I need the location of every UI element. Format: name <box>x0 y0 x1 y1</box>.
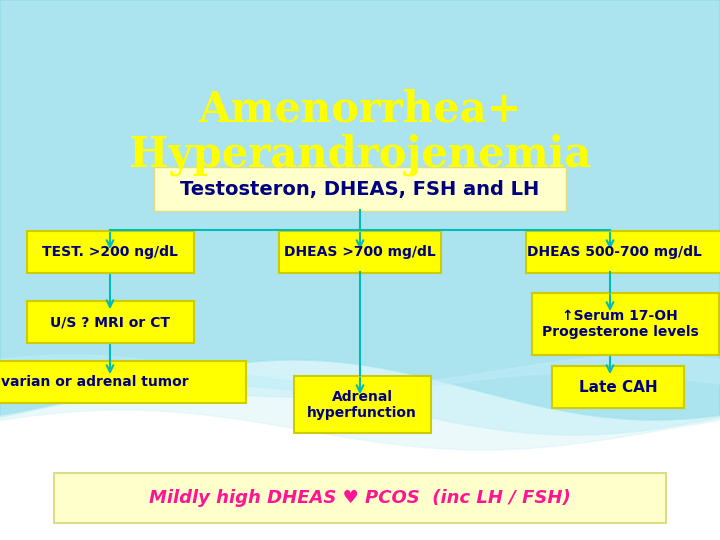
Text: varian or adrenal tumor: varian or adrenal tumor <box>1 375 189 389</box>
Text: Mildly high DHEAS ♥ PCOS  (inc LH / FSH): Mildly high DHEAS ♥ PCOS (inc LH / FSH) <box>149 489 571 507</box>
FancyBboxPatch shape <box>54 473 666 523</box>
Text: U/S ? MRI or CT: U/S ? MRI or CT <box>50 315 170 329</box>
FancyBboxPatch shape <box>294 376 431 433</box>
FancyBboxPatch shape <box>279 231 441 273</box>
Text: TEST. >200 ng/dL: TEST. >200 ng/dL <box>42 245 178 259</box>
Text: Amenorrhea+: Amenorrhea+ <box>198 89 522 131</box>
FancyBboxPatch shape <box>27 301 194 343</box>
Text: Hyperandrojenemia: Hyperandrojenemia <box>129 134 591 176</box>
Text: DHEAS 500-700 mg/dL: DHEAS 500-700 mg/dL <box>526 245 701 259</box>
Text: Late CAH: Late CAH <box>579 380 657 395</box>
FancyBboxPatch shape <box>532 293 719 355</box>
Text: ↑Serum 17-OH
Progesterone levels: ↑Serum 17-OH Progesterone levels <box>541 309 698 339</box>
FancyBboxPatch shape <box>154 167 566 211</box>
FancyBboxPatch shape <box>27 231 194 273</box>
Text: Testosteron, DHEAS, FSH and LH: Testosteron, DHEAS, FSH and LH <box>181 179 539 199</box>
FancyBboxPatch shape <box>552 366 684 408</box>
Text: Adrenal
hyperfunction: Adrenal hyperfunction <box>307 390 417 420</box>
FancyBboxPatch shape <box>526 231 720 273</box>
FancyBboxPatch shape <box>0 361 246 403</box>
Text: DHEAS >700 mg/dL: DHEAS >700 mg/dL <box>284 245 436 259</box>
